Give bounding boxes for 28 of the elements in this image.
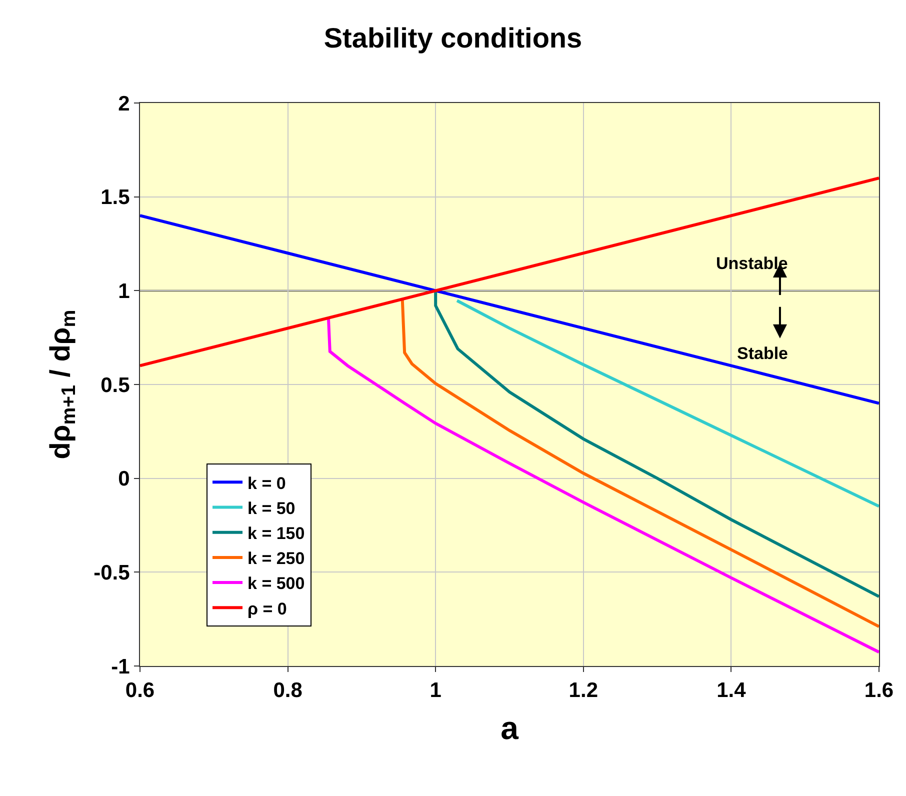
legend-label: ρ = 0 [248, 599, 287, 618]
y-tick-label: -1 [111, 655, 130, 678]
y-tick-label: 0 [118, 468, 130, 491]
x-tick-label: 0.8 [273, 679, 303, 702]
y-tick-label: -0.5 [94, 562, 130, 585]
legend-label: k = 50 [248, 498, 296, 518]
line-series [326, 316, 879, 654]
y-tick-label: 0.5 [100, 374, 130, 397]
line-series [456, 299, 879, 508]
annotation: Stable [737, 344, 788, 363]
y-tick-label: 1 [118, 280, 130, 304]
line-series [434, 289, 879, 598]
line-series [140, 214, 879, 405]
y-tick-label: 1.5 [100, 186, 130, 210]
x-tick-label: 1.2 [568, 679, 598, 702]
legend-label: k = 0 [248, 474, 286, 493]
legend-label: k = 150 [248, 524, 305, 543]
x-tick-label: 1 [430, 679, 442, 702]
legend-label: k = 500 [248, 574, 305, 594]
x-tick-label: 1.4 [716, 679, 746, 702]
x-tick-label: 0.6 [125, 679, 155, 702]
x-tick-label: 1.6 [864, 679, 894, 702]
line-series [400, 298, 879, 628]
annotation: Unstable [716, 254, 788, 273]
y-tick-label: 2 [118, 92, 130, 116]
chart-title: Stability conditions [324, 22, 582, 54]
x-axis-title: a [500, 710, 519, 746]
legend-label: k = 250 [248, 549, 305, 568]
